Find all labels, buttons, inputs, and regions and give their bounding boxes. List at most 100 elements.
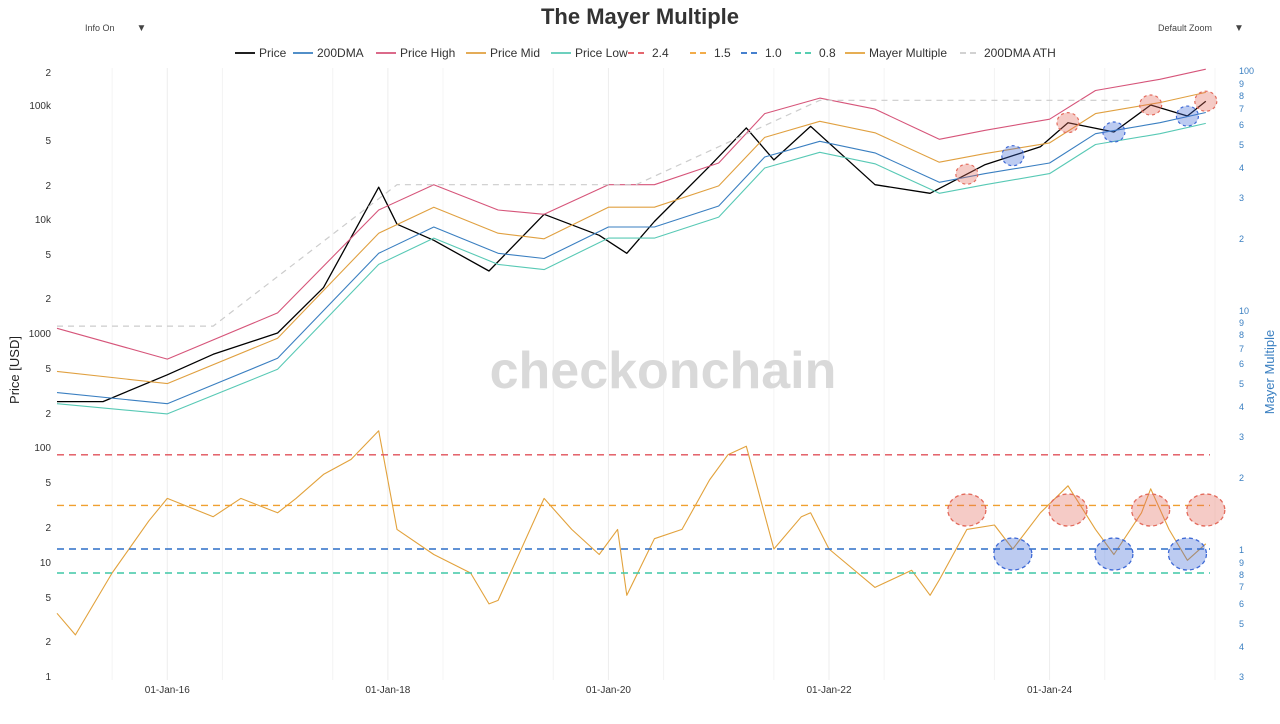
legend-label: Mayer Multiple bbox=[869, 46, 947, 60]
overheated-marker bbox=[947, 493, 987, 527]
y-tick-right: 5 bbox=[1239, 140, 1244, 150]
y-tick-right: 2 bbox=[1239, 234, 1244, 244]
legend-label: Price Mid bbox=[490, 46, 540, 60]
y-tick-right: 4 bbox=[1239, 642, 1244, 652]
y-tick-left: 2 bbox=[45, 637, 51, 648]
series-price bbox=[57, 100, 1207, 403]
legend-label: Price Low bbox=[575, 46, 628, 60]
y-tick-left: 2 bbox=[45, 181, 51, 192]
zoom-select-label: Default Zoom bbox=[1158, 23, 1213, 33]
chart-title: The Mayer Multiple bbox=[540, 4, 740, 29]
y-axis-right-title: Mayer Multiple bbox=[1262, 330, 1277, 415]
overheated-marker bbox=[1056, 112, 1080, 134]
y-tick-left: 5 bbox=[45, 478, 51, 489]
x-tick-label: 01-Jan-22 bbox=[806, 685, 851, 696]
y-tick-left: 5 bbox=[45, 593, 51, 604]
oversold-marker bbox=[1167, 537, 1208, 571]
y-tick-left: 1 bbox=[45, 672, 51, 683]
y-tick-right: 100 bbox=[1239, 66, 1254, 76]
grid bbox=[111, 68, 1216, 680]
watermark: checkonchain bbox=[490, 342, 837, 400]
x-tick-label: 01-Jan-18 bbox=[365, 685, 410, 696]
info-toggle-label: Info On bbox=[85, 23, 115, 33]
y-tick-right: 3 bbox=[1239, 672, 1244, 682]
legend-item[interactable]: Price High bbox=[376, 46, 455, 60]
series-mayer-multiple bbox=[56, 430, 1207, 636]
x-tick-label: 01-Jan-24 bbox=[1027, 685, 1072, 696]
chevron-down-icon: ▼ bbox=[136, 23, 147, 34]
y-tick-right: 6 bbox=[1239, 120, 1244, 130]
y-tick-right: 4 bbox=[1239, 163, 1244, 173]
legend-label: Price bbox=[259, 46, 287, 60]
y-tick-left: 100 bbox=[34, 443, 51, 454]
y-tick-left: 100k bbox=[29, 101, 52, 112]
legend-item[interactable]: 1.0 bbox=[741, 46, 782, 60]
y-tick-left: 2 bbox=[45, 523, 51, 534]
series-200dma-ath bbox=[57, 99, 1133, 327]
overheated-marker bbox=[1131, 493, 1171, 527]
y-tick-right: 2 bbox=[1239, 473, 1244, 483]
oversold-marker bbox=[1175, 105, 1200, 127]
oversold-marker bbox=[1102, 121, 1126, 143]
legend-item[interactable]: 200DMA ATH bbox=[960, 46, 1056, 60]
legend-label: 1.5 bbox=[714, 46, 731, 60]
x-tick-label: 01-Jan-16 bbox=[145, 685, 190, 696]
legend-item[interactable]: Price Mid bbox=[466, 46, 540, 60]
legend-item[interactable]: 200DMA bbox=[293, 46, 364, 60]
y-tick-left: 5 bbox=[45, 250, 51, 261]
y-tick-left: 10 bbox=[40, 558, 52, 569]
series[interactable] bbox=[56, 68, 1210, 636]
y-tick-right: 7 bbox=[1239, 582, 1244, 592]
y-tick-right: 5 bbox=[1239, 619, 1244, 629]
y-tick-right: 7 bbox=[1239, 344, 1244, 354]
legend-label: 0.8 bbox=[819, 46, 836, 60]
y-tick-right: 3 bbox=[1239, 193, 1244, 203]
legend-item[interactable]: 1.5 bbox=[690, 46, 731, 60]
legend-label: 200DMA bbox=[317, 46, 364, 60]
y-tick-right: 7 bbox=[1239, 104, 1244, 114]
y-tick-right: 6 bbox=[1239, 599, 1244, 609]
y-tick-right: 9 bbox=[1239, 79, 1244, 89]
y-tick-left: 2 bbox=[45, 409, 51, 420]
legend-label: 200DMA ATH bbox=[984, 46, 1056, 60]
legend-item[interactable]: Mayer Multiple bbox=[845, 46, 947, 60]
legend-label: 1.0 bbox=[765, 46, 782, 60]
y-tick-right: 8 bbox=[1239, 570, 1244, 580]
chevron-down-icon: ▼ bbox=[1234, 23, 1244, 34]
y-tick-right: 6 bbox=[1239, 359, 1244, 369]
oversold-marker bbox=[1001, 145, 1025, 167]
zoom-select[interactable]: Default Zoom ▼ bbox=[1158, 23, 1244, 34]
info-toggle-button[interactable]: Info On ▼ bbox=[85, 23, 146, 34]
series-price-low bbox=[56, 122, 1206, 415]
legend-item[interactable]: Price Low bbox=[551, 46, 628, 60]
y-tick-left: 5 bbox=[45, 136, 51, 147]
axes: 2 100k 5 2 10k 5 2 1000 5 2 100 5 2 10 5 2 1 100 9 8 7 6 5 4 3 2 1… bbox=[29, 66, 1254, 696]
y-tick-left: 2 bbox=[45, 294, 51, 305]
y-tick-right: 5 bbox=[1239, 379, 1244, 389]
series-price-mid bbox=[56, 91, 1206, 385]
series-price-high bbox=[56, 68, 1206, 360]
y-tick-right: 4 bbox=[1239, 402, 1244, 412]
annotations bbox=[947, 90, 1226, 571]
legend-item[interactable]: 0.8 bbox=[795, 46, 836, 60]
overheated-marker bbox=[1139, 94, 1163, 116]
y-tick-right: 9 bbox=[1239, 558, 1244, 568]
legend-label: Price High bbox=[400, 46, 455, 60]
overheated-marker bbox=[1194, 90, 1218, 112]
legend-label: 2.4 bbox=[652, 46, 669, 60]
series-200dma bbox=[56, 111, 1206, 405]
y-tick-right: 1 bbox=[1239, 545, 1244, 555]
legend-item[interactable]: 2.4 bbox=[628, 46, 669, 60]
legend[interactable]: Price 200DMA Price High Price Mid Price Low 2… bbox=[235, 46, 1056, 60]
y-tick-right: 8 bbox=[1239, 91, 1244, 101]
x-tick-label: 01-Jan-20 bbox=[586, 685, 631, 696]
y-tick-right: 3 bbox=[1239, 432, 1244, 442]
overheated-marker bbox=[1048, 493, 1088, 527]
y-tick-left: 10k bbox=[35, 215, 52, 226]
y-tick-right: 10 bbox=[1239, 306, 1249, 316]
legend-item[interactable]: Price bbox=[235, 46, 287, 60]
overheated-marker bbox=[1186, 493, 1226, 527]
y-tick-left: 1000 bbox=[29, 329, 52, 340]
y-tick-left: 5 bbox=[45, 364, 51, 375]
